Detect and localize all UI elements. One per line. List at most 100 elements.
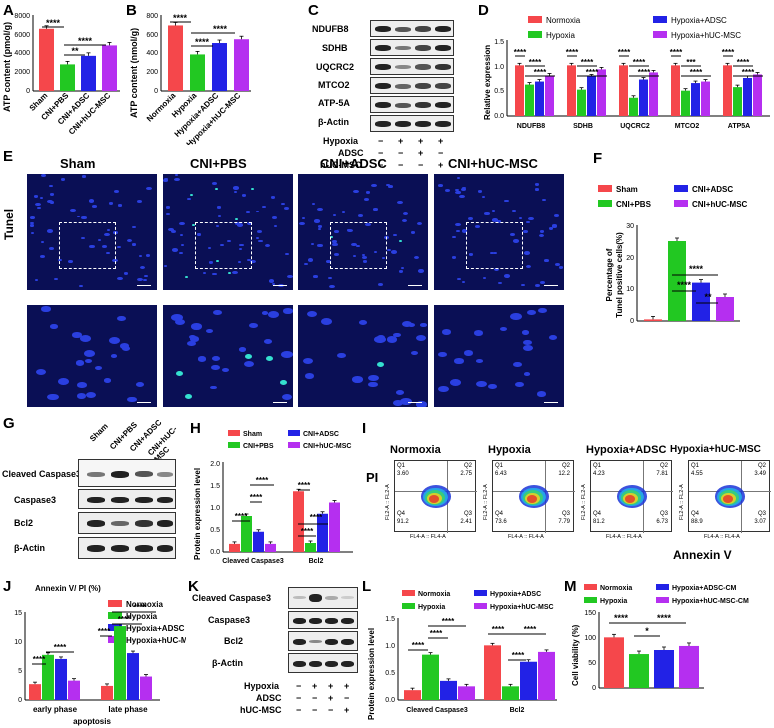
nucleus xyxy=(168,227,174,232)
nucleus xyxy=(35,279,39,281)
nucleus xyxy=(211,364,220,370)
blot-row-label: β-Actin xyxy=(318,117,349,127)
nucleus xyxy=(109,336,121,344)
tick: 600 xyxy=(146,32,158,39)
flow-title: Hypoxia xyxy=(488,444,531,456)
quadrant-name: Q4 xyxy=(397,511,406,517)
panel-a-ytick-labels: 0 2000 4000 6000 8000 xyxy=(14,13,30,95)
nucleus xyxy=(525,220,530,224)
treat-label: Hypoxia xyxy=(323,136,359,146)
legend-label: Normoxia xyxy=(126,600,163,609)
bar xyxy=(753,74,762,116)
quadrant-name: Q2 xyxy=(463,463,472,469)
flow-plot: Q1 4.55 Q2 3.49 Q4 88.9 Q3 3.07 xyxy=(688,460,771,533)
panel-f-bars xyxy=(644,237,734,321)
nucleus xyxy=(441,329,451,335)
nucleus xyxy=(145,186,152,191)
nucleus xyxy=(329,284,335,288)
sig-label: **** xyxy=(118,615,131,624)
treat-label: Hypoxia xyxy=(244,681,280,691)
panel-letter-h: H xyxy=(190,420,201,437)
nucleus xyxy=(523,345,533,351)
tunel-positive-cell xyxy=(215,260,219,263)
nucleus xyxy=(187,198,192,201)
panel-b-sig: **** **** **** xyxy=(170,13,235,47)
nucleus xyxy=(137,200,143,204)
nucleus xyxy=(244,360,255,367)
nucleus xyxy=(417,269,424,273)
bar xyxy=(101,685,113,700)
nucleus xyxy=(41,306,51,312)
quadrant-q4-value: 81.2 xyxy=(593,519,605,525)
nucleus xyxy=(317,224,323,228)
panel-f-ylabel: Percentage of Tunel positive cells(%) xyxy=(605,232,624,318)
sig-label: **** xyxy=(618,48,631,57)
quadrant-q1-value: 4.23 xyxy=(593,471,605,477)
tunel-positive-cell xyxy=(185,394,193,400)
nucleus xyxy=(304,373,315,379)
sign: − xyxy=(418,160,424,170)
tunel-positive-cell xyxy=(190,194,194,197)
nucleus xyxy=(477,190,483,193)
sig-label: * xyxy=(645,626,649,636)
nucleus xyxy=(180,243,185,246)
nucleus xyxy=(81,236,86,240)
nucleus xyxy=(139,255,143,258)
nucleus xyxy=(212,181,218,185)
nucleus xyxy=(286,274,293,279)
sign: − xyxy=(312,693,318,703)
panel-l-bars xyxy=(404,642,555,700)
event-density xyxy=(527,495,537,503)
sig-label: **** xyxy=(310,513,323,522)
bar xyxy=(649,72,658,116)
blot-strip xyxy=(288,611,358,629)
flow-plot: Q1 6.43 Q2 12.2 Q4 73.6 Q3 7.79 xyxy=(492,460,575,533)
xlabel: Normoxia xyxy=(145,91,178,124)
legend-label: Hypoxia+hUC-MSC xyxy=(671,31,741,40)
nucleus xyxy=(334,229,339,233)
panel-j-sig: **** **** **** **** **** xyxy=(32,603,156,665)
panel-letter-j: J xyxy=(3,578,12,595)
quadrant-name: Q3 xyxy=(463,511,472,517)
nucleus xyxy=(85,391,97,398)
sig-label: **** xyxy=(256,476,269,485)
panel-letter-f: F xyxy=(593,150,603,167)
nucleus xyxy=(352,376,363,383)
blot-row-label: Bcl2 xyxy=(14,518,34,528)
nucleus xyxy=(365,223,371,227)
quadrant-name: Q4 xyxy=(691,511,700,517)
bar xyxy=(55,658,67,700)
tick: 0.0 xyxy=(385,697,395,704)
sig-label: **** xyxy=(614,613,629,623)
nucleus xyxy=(368,374,379,382)
event-density xyxy=(723,495,733,503)
nucleus xyxy=(281,350,293,359)
nucleus xyxy=(164,177,169,181)
quadrant-name: Q3 xyxy=(757,511,766,517)
nucleus xyxy=(455,190,462,195)
nucleus xyxy=(410,231,416,235)
panel-l-ylabel: Protein expression level xyxy=(367,628,376,720)
sig-label: **** xyxy=(677,280,692,290)
treat-label: ADSC xyxy=(338,148,364,158)
blot-row-label: Caspase3 xyxy=(14,495,57,505)
blot-strip xyxy=(370,58,454,75)
nucleus xyxy=(117,245,121,248)
nucleus xyxy=(245,210,250,214)
nucleus xyxy=(117,276,124,281)
sign: + xyxy=(344,681,350,691)
nucleus xyxy=(103,378,111,383)
scale-bar xyxy=(408,402,422,403)
panel-letter-l: L xyxy=(362,578,372,595)
nucleus xyxy=(492,218,498,222)
quadrant-name: Q1 xyxy=(397,463,406,469)
nucleus xyxy=(503,274,510,278)
nucleus xyxy=(30,232,34,234)
nucleus xyxy=(363,198,370,202)
nucleus xyxy=(457,177,461,180)
bar xyxy=(567,65,576,116)
blot-strip xyxy=(370,77,454,94)
panel-l-legend: Normoxia Hypoxia Hypoxia+ADSC Hypoxia+hU… xyxy=(402,590,554,611)
tick: 0.0 xyxy=(494,113,504,120)
bar xyxy=(619,65,628,116)
